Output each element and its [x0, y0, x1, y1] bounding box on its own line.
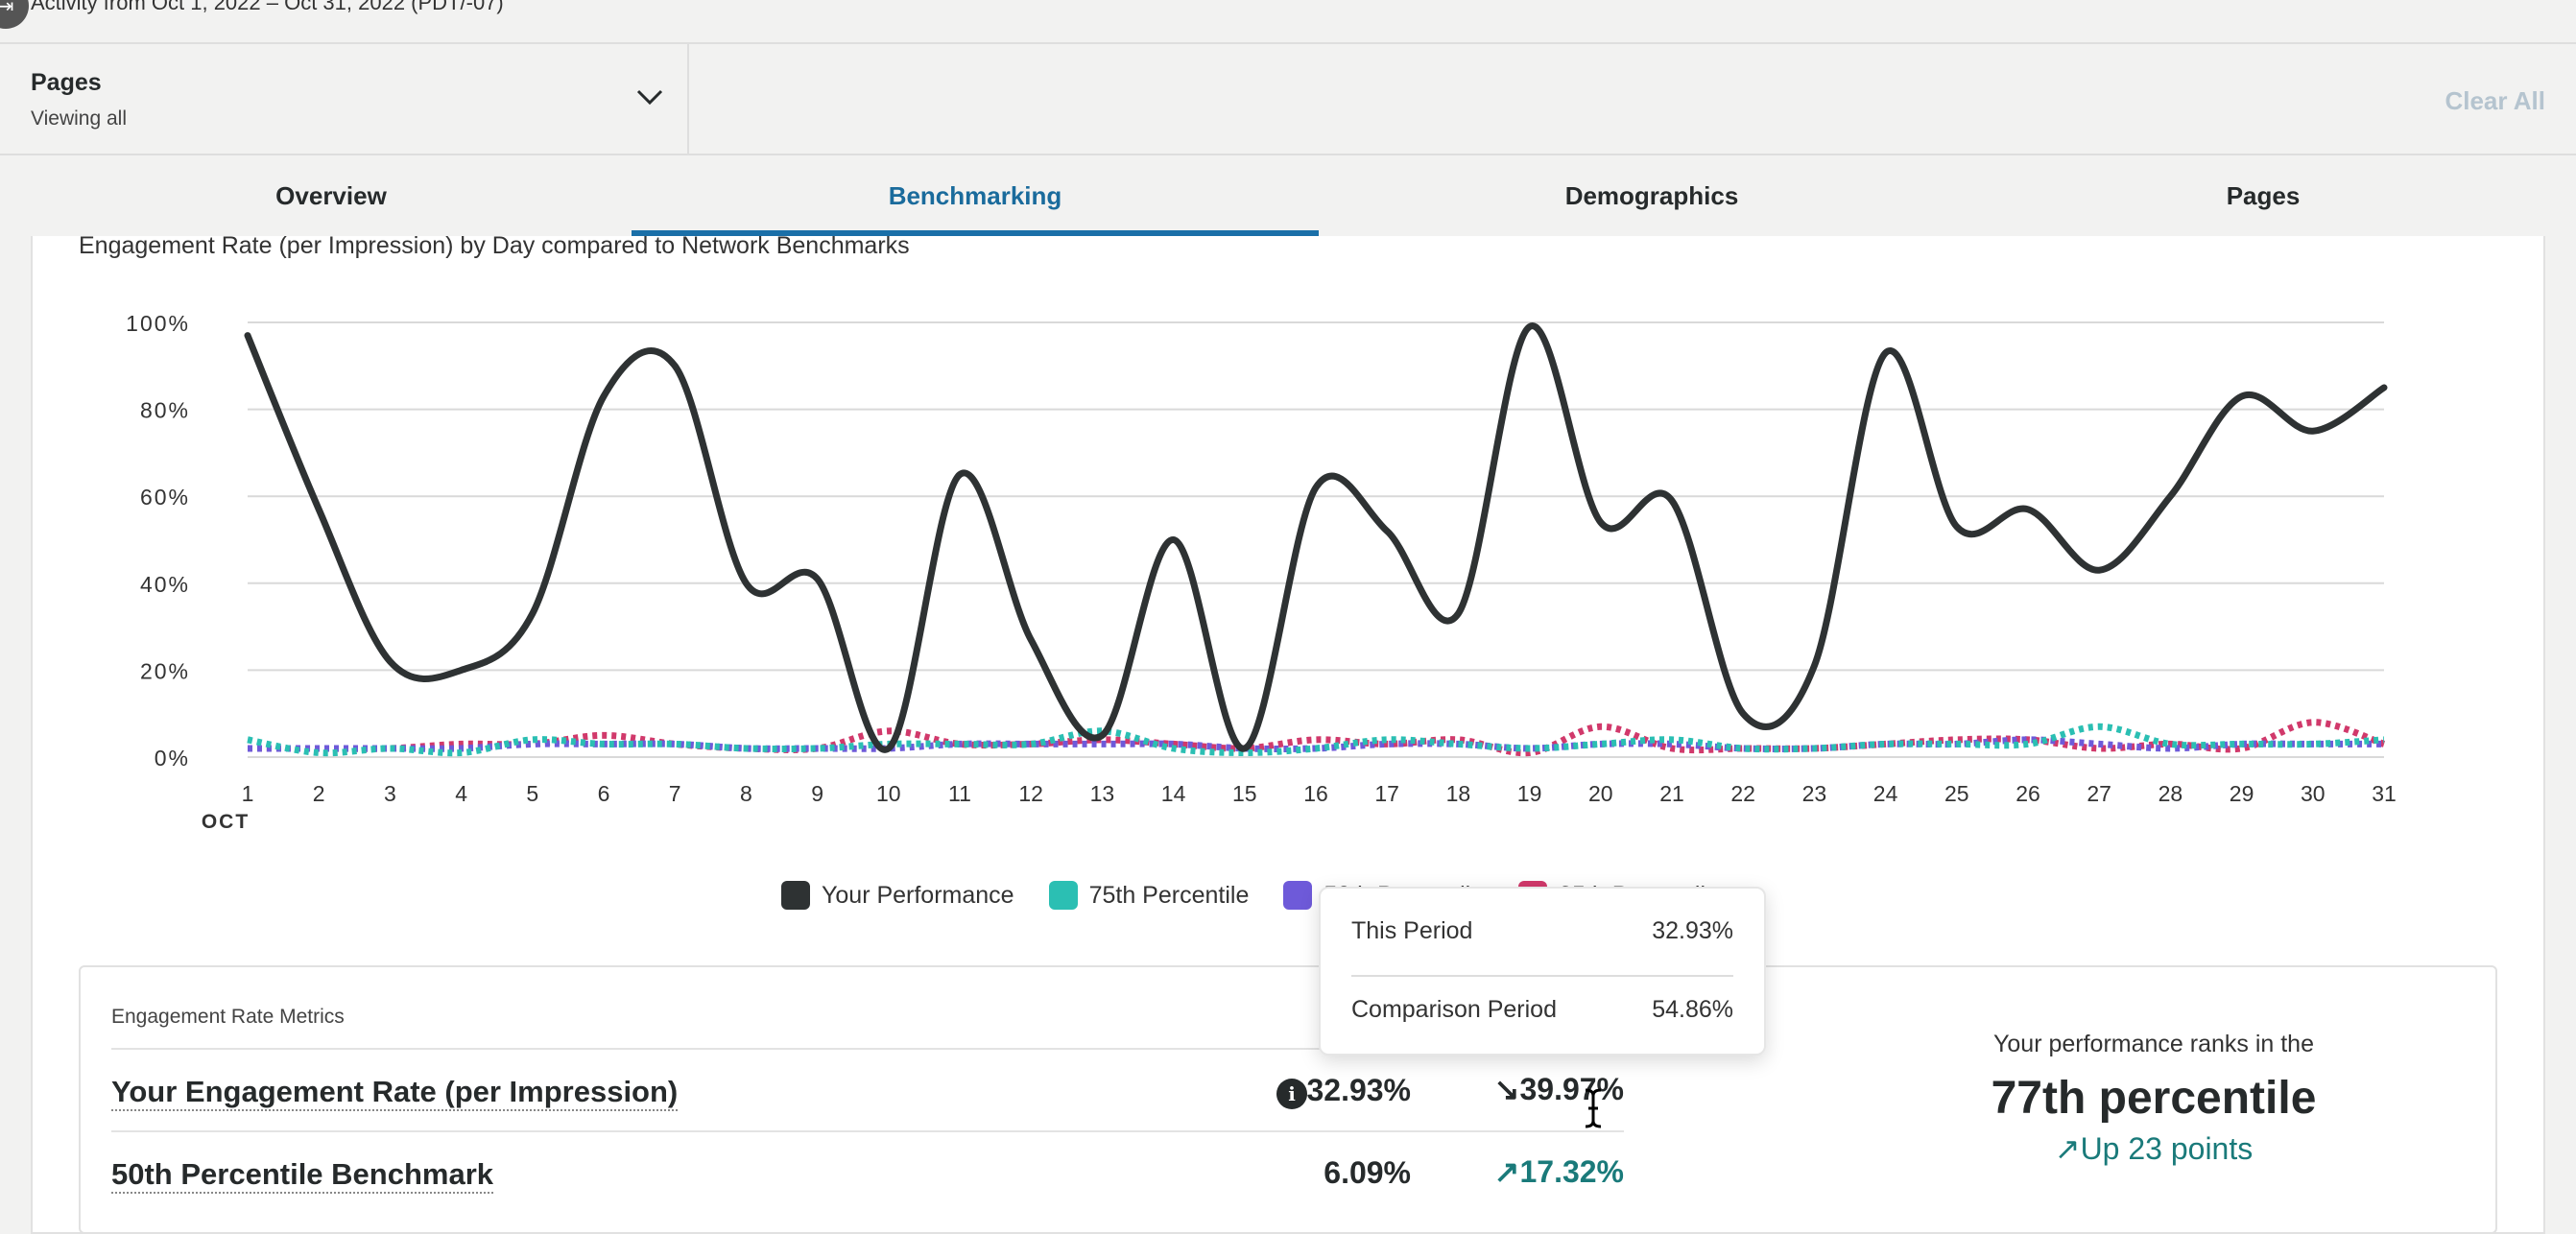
- legend-item-75th-percentile[interactable]: 75th Percentile: [1048, 881, 1250, 910]
- metrics-row-50th-benchmark: 50th Percentile Benchmark 6.09% ↗17.32%: [111, 1130, 1624, 1211]
- legend-swatch: [1283, 881, 1313, 910]
- tab-pages[interactable]: Pages: [1985, 155, 2541, 236]
- x-tick-label: 4: [455, 781, 467, 806]
- filter-bar: Pages Viewing all Clear All: [0, 44, 2576, 155]
- y-tick-label: 100%: [126, 311, 190, 336]
- legend-swatch: [1048, 881, 1078, 910]
- x-tick-label: 10: [876, 781, 901, 806]
- tab-demographics[interactable]: Demographics: [1319, 155, 1985, 236]
- tooltip-this-period: This Period 32.93%: [1351, 902, 1733, 960]
- tooltip-comparison-period: Comparison Period 54.86%: [1351, 981, 1733, 1038]
- x-tick-label: 21: [1659, 781, 1684, 806]
- pages-filter-title: Pages: [31, 69, 102, 96]
- legend-item-your-performance[interactable]: Your Performance: [781, 881, 1014, 910]
- x-tick-label: 29: [2230, 781, 2254, 806]
- x-tick-label: 23: [1802, 781, 1827, 806]
- x-tick-label: 7: [669, 781, 681, 806]
- y-tick-label: 20%: [140, 658, 190, 683]
- tab-overview[interactable]: Overview: [0, 155, 662, 236]
- rank-intro: Your performance ranks in the: [1993, 1031, 2314, 1057]
- x-tick-label: 2: [313, 781, 325, 806]
- x-tick-label: 6: [598, 781, 610, 806]
- x-tick-label: 16: [1303, 781, 1328, 806]
- rank-change: ↗Up 23 points: [2054, 1131, 2254, 1166]
- legend-swatch: [781, 881, 810, 910]
- percentile-rank: Your performance ranks in the 77th perce…: [1875, 1031, 2432, 1167]
- y-tick-label: 60%: [140, 485, 190, 510]
- x-month-label: OCT: [202, 811, 250, 833]
- series-line-your-performance: [244, 322, 2388, 753]
- series-line-75th-percentile: [247, 723, 2385, 757]
- x-tick-label: 22: [1730, 781, 1755, 806]
- y-tick-label: 0%: [155, 746, 190, 771]
- tab-benchmarking-label: Benchmarking: [888, 180, 1062, 210]
- tab-bar: Overview Benchmarking Demographics Pages: [0, 155, 2576, 236]
- x-tick-label: 26: [2015, 781, 2040, 806]
- chart-tooltip: This Period 32.93% Comparison Period 54.…: [1319, 887, 1766, 1056]
- metric-label[interactable]: 50th Percentile Benchmark: [111, 1157, 494, 1194]
- x-tick-label: 25: [1944, 781, 1969, 806]
- tooltip-label: This Period: [1351, 916, 1473, 944]
- date-range-strip: Activity from Oct 1, 2022 – Oct 31, 2022…: [0, 0, 2576, 44]
- metric-change: ↗17.32%: [1493, 1154, 1624, 1189]
- collapse-icon: ⇥: [0, 0, 14, 17]
- engagement-line-chart: 0%20%40%60%80%100%1 2 3 4 5 6 7 8 9 10 11 12 13 14 15 1…: [126, 311, 2397, 833]
- engagement-rate-metrics-card: Engagement Rate Metrics Your Engagement …: [79, 965, 2497, 1234]
- x-tick-label: 3: [384, 781, 396, 806]
- pages-filter-dropdown[interactable]: Pages Viewing all: [0, 44, 689, 154]
- text-cursor-icon: [1585, 1088, 1602, 1128]
- legend-label: Your Performance: [822, 881, 1014, 909]
- x-tick-label: 1: [242, 781, 254, 806]
- x-tick-label: 18: [1446, 781, 1471, 806]
- rank-percentile: 77th percentile: [1991, 1073, 2317, 1124]
- y-tick-label: 40%: [140, 572, 190, 597]
- x-tick-label: 12: [1018, 781, 1043, 806]
- tooltip-label: Comparison Period: [1351, 995, 1557, 1023]
- tooltip-value: 54.86%: [1652, 995, 1733, 1023]
- metric-change: ↘39.97%: [1493, 1072, 1624, 1106]
- x-tick-label: 17: [1374, 781, 1399, 806]
- tab-benchmarking[interactable]: Benchmarking: [632, 155, 1319, 236]
- metric-value: 32.93%: [1306, 1073, 1411, 1107]
- x-tick-label: 9: [811, 781, 823, 806]
- x-tick-label: 5: [526, 781, 538, 806]
- x-tick-label: 14: [1161, 781, 1186, 806]
- metrics-title: Engagement Rate Metrics: [111, 1006, 345, 1028]
- series-line-25th-percentile: [248, 719, 2386, 757]
- tooltip-value: 32.93%: [1652, 916, 1733, 944]
- pages-filter-subtitle: Viewing all: [31, 107, 128, 130]
- metric-value: 6.09%: [1324, 1155, 1411, 1190]
- active-tab-indicator: [632, 230, 1319, 236]
- x-tick-label: 13: [1090, 781, 1115, 806]
- x-tick-label: 30: [2301, 781, 2326, 806]
- legend-label: 75th Percentile: [1088, 881, 1250, 909]
- x-tick-label: 20: [1588, 781, 1613, 806]
- x-tick-label: 8: [740, 781, 752, 806]
- chevron-down-icon: [636, 89, 663, 106]
- metrics-row-your-rate: Your Engagement Rate (per Impression) i …: [111, 1048, 1624, 1128]
- tooltip-divider: [1351, 975, 1733, 977]
- x-tick-label: 24: [1873, 781, 1898, 806]
- tab-demographics-label: Demographics: [1564, 180, 1739, 210]
- info-icon[interactable]: i: [1276, 1079, 1307, 1109]
- x-tick-label: 27: [2087, 781, 2111, 806]
- y-tick-label: 80%: [140, 398, 190, 423]
- collapse-sidebar-button[interactable]: ⇥: [0, 0, 29, 29]
- clear-all-button[interactable]: Clear All: [2445, 86, 2545, 115]
- x-tick-label: 19: [1517, 781, 1542, 806]
- metric-label[interactable]: Your Engagement Rate (per Impression): [111, 1075, 679, 1111]
- x-tick-label: 28: [2159, 781, 2183, 806]
- x-tick-label: 31: [2372, 781, 2397, 806]
- tab-overview-label: Overview: [275, 180, 387, 210]
- date-range-text: Activity from Oct 1, 2022 – Oct 31, 2022…: [31, 0, 504, 14]
- tab-pages-label: Pages: [2226, 180, 2301, 210]
- chart-title: Engagement Rate (per Impression) by Day …: [79, 232, 910, 259]
- x-tick-label: 15: [1232, 781, 1257, 806]
- x-tick-label: 11: [948, 781, 971, 806]
